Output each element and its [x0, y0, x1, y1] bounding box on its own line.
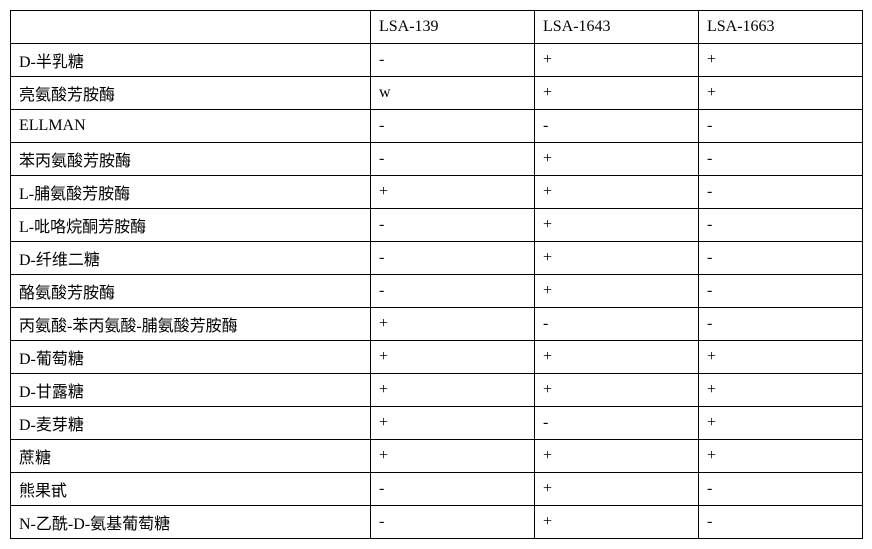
table-row: D-甘露糖 + + +	[11, 374, 863, 407]
row-value: -	[371, 110, 535, 143]
row-label: N-乙酰-D-氨基葡萄糖	[11, 506, 371, 539]
table-row: N-乙酰-D-氨基葡萄糖 - + -	[11, 506, 863, 539]
data-table: LSA-139 LSA-1643 LSA-1663 D-半乳糖 - + + 亮氨…	[10, 10, 863, 539]
row-value: +	[371, 374, 535, 407]
row-value: -	[371, 506, 535, 539]
table-row: 蔗糖 + + +	[11, 440, 863, 473]
row-value: w	[371, 77, 535, 110]
row-value: +	[535, 209, 699, 242]
row-label: 苯丙氨酸芳胺酶	[11, 143, 371, 176]
row-label: D-麦芽糖	[11, 407, 371, 440]
table-body: D-半乳糖 - + + 亮氨酸芳胺酶 w + + ELLMAN - - - 苯丙…	[11, 44, 863, 539]
row-value: -	[535, 308, 699, 341]
row-value: +	[535, 341, 699, 374]
row-value: -	[535, 407, 699, 440]
row-value: +	[535, 176, 699, 209]
row-value: -	[371, 242, 535, 275]
row-value: +	[535, 275, 699, 308]
row-value: -	[699, 110, 863, 143]
col-header-2: LSA-1643	[535, 11, 699, 44]
row-label: 酪氨酸芳胺酶	[11, 275, 371, 308]
row-value: -	[699, 176, 863, 209]
row-value: +	[535, 44, 699, 77]
row-value: -	[371, 473, 535, 506]
row-label: 蔗糖	[11, 440, 371, 473]
table-row: 酪氨酸芳胺酶 - + -	[11, 275, 863, 308]
row-value: -	[699, 242, 863, 275]
row-value: +	[535, 143, 699, 176]
row-value: +	[699, 44, 863, 77]
row-value: -	[699, 275, 863, 308]
table-row: D-纤维二糖 - + -	[11, 242, 863, 275]
row-value: +	[371, 176, 535, 209]
table-row: L-吡咯烷酮芳胺酶 - + -	[11, 209, 863, 242]
row-label: L-脯氨酸芳胺酶	[11, 176, 371, 209]
table-row: 丙氨酸-苯丙氨酸-脯氨酸芳胺酶 + - -	[11, 308, 863, 341]
row-value: +	[535, 242, 699, 275]
table-row: ELLMAN - - -	[11, 110, 863, 143]
data-table-container: LSA-139 LSA-1643 LSA-1663 D-半乳糖 - + + 亮氨…	[10, 10, 862, 539]
col-header-0	[11, 11, 371, 44]
col-header-1: LSA-139	[371, 11, 535, 44]
row-value: -	[699, 506, 863, 539]
row-label: 丙氨酸-苯丙氨酸-脯氨酸芳胺酶	[11, 308, 371, 341]
table-row: L-脯氨酸芳胺酶 + + -	[11, 176, 863, 209]
row-value: +	[371, 308, 535, 341]
row-value: -	[699, 143, 863, 176]
table-row: D-葡萄糖 + + +	[11, 341, 863, 374]
row-label: ELLMAN	[11, 110, 371, 143]
row-value: -	[371, 44, 535, 77]
row-value: +	[699, 440, 863, 473]
row-value: +	[699, 77, 863, 110]
col-header-3: LSA-1663	[699, 11, 863, 44]
table-head: LSA-139 LSA-1643 LSA-1663	[11, 11, 863, 44]
table-row: 熊果甙 - + -	[11, 473, 863, 506]
table-row: 苯丙氨酸芳胺酶 - + -	[11, 143, 863, 176]
row-label: 熊果甙	[11, 473, 371, 506]
row-value: -	[371, 275, 535, 308]
row-value: +	[371, 341, 535, 374]
row-value: -	[371, 209, 535, 242]
row-value: -	[699, 308, 863, 341]
row-value: +	[699, 407, 863, 440]
row-label: D-纤维二糖	[11, 242, 371, 275]
row-value: +	[371, 440, 535, 473]
table-row: D-麦芽糖 + - +	[11, 407, 863, 440]
row-label: D-半乳糖	[11, 44, 371, 77]
row-value: +	[699, 374, 863, 407]
row-label: 亮氨酸芳胺酶	[11, 77, 371, 110]
row-value: -	[699, 473, 863, 506]
table-header-row: LSA-139 LSA-1643 LSA-1663	[11, 11, 863, 44]
row-value: +	[535, 374, 699, 407]
row-value: +	[535, 440, 699, 473]
row-label: D-甘露糖	[11, 374, 371, 407]
row-value: +	[535, 506, 699, 539]
row-value: -	[371, 143, 535, 176]
row-label: L-吡咯烷酮芳胺酶	[11, 209, 371, 242]
row-value: +	[371, 407, 535, 440]
row-value: -	[535, 110, 699, 143]
table-row: D-半乳糖 - + +	[11, 44, 863, 77]
row-value: +	[535, 77, 699, 110]
row-label: D-葡萄糖	[11, 341, 371, 374]
row-value: -	[699, 209, 863, 242]
row-value: +	[699, 341, 863, 374]
row-value: +	[535, 473, 699, 506]
table-row: 亮氨酸芳胺酶 w + +	[11, 77, 863, 110]
